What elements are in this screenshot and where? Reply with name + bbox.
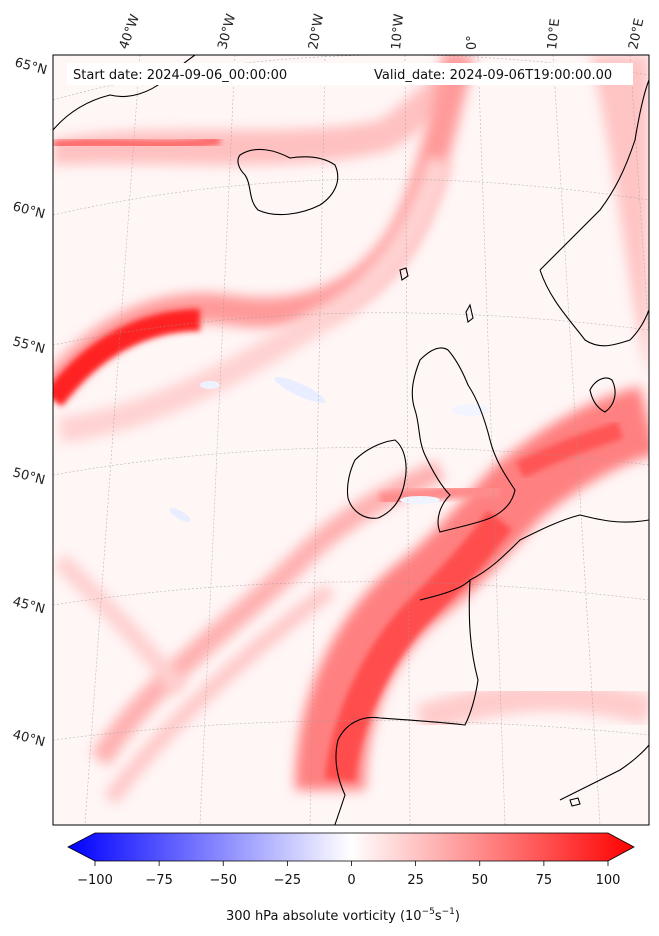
colorbar-tick-label: −50: [210, 873, 237, 888]
colorbar-tick-label: 25: [407, 873, 424, 888]
lat-label-65n: 65°N: [13, 55, 49, 78]
colorbar-tick-label: 0: [347, 873, 355, 888]
info-box: [67, 63, 633, 85]
colorbar-tick-label: −25: [274, 873, 301, 888]
lon-label-10e: 10°E: [545, 18, 563, 51]
shetland: [465, 303, 474, 323]
mallorca: [569, 797, 581, 807]
colorbar-bar: [67, 832, 635, 862]
lon-label-20e: 20°E: [626, 17, 647, 51]
lat-label-55n: 55°N: [11, 334, 47, 357]
map-frame: [52, 54, 650, 826]
latitude-labels: 65°N 60°N 55°N 50°N 45°N 40°N: [11, 55, 49, 750]
ireland-coast: [346, 439, 407, 519]
lat-label-45n: 45°N: [11, 594, 47, 617]
colorbar-tick-label: −75: [145, 873, 172, 888]
iceland-coast: [237, 148, 339, 216]
longitude-labels: 40°W 30°W 20°W 10°W 0° 10°E 20°E: [117, 12, 648, 51]
lat-label-50n: 50°N: [11, 465, 47, 488]
scandinavia-coast: [539, 79, 649, 347]
colorbar-tick-label: 75: [536, 873, 553, 888]
france-iberia-coast: [334, 514, 649, 825]
africa-coast: [559, 744, 649, 801]
faroe-islands: [399, 267, 409, 281]
start-date-label: Start date: 2024-09-06_00:00:00: [73, 68, 287, 83]
coastlines: [53, 55, 649, 825]
lon-label-30w: 30°W: [215, 12, 239, 51]
valid-date-label: Valid_date: 2024-09-06T19:00:00.00: [374, 68, 612, 83]
colorbar-tick-label: 50: [471, 873, 488, 888]
britain-coast: [411, 347, 516, 533]
lat-label-60n: 60°N: [11, 199, 47, 222]
lat-label-40n: 40°N: [11, 727, 47, 750]
colorbar-ticks: −100 −75 −50 −25 0 25 50 75 100: [77, 861, 620, 888]
denmark-coast: [589, 377, 616, 413]
colorbar-label: 300 hPa absolute vorticity (10−5s−1): [226, 907, 460, 924]
lon-label-0: 0°: [465, 35, 480, 50]
lon-label-40w: 40°W: [117, 12, 143, 51]
colorbar: −100 −75 −50 −25 0 25 50 75 100 300 hPa absolute…: [67, 832, 635, 924]
colorbar-tick-label: 100: [596, 873, 621, 888]
lon-label-20w: 20°W: [306, 13, 327, 51]
map-panel: [53, 55, 649, 825]
colorbar-tick-label: −100: [77, 873, 113, 888]
vorticity-field: [53, 55, 649, 805]
graticule: [53, 55, 649, 825]
lon-label-10w: 10°W: [389, 13, 407, 50]
